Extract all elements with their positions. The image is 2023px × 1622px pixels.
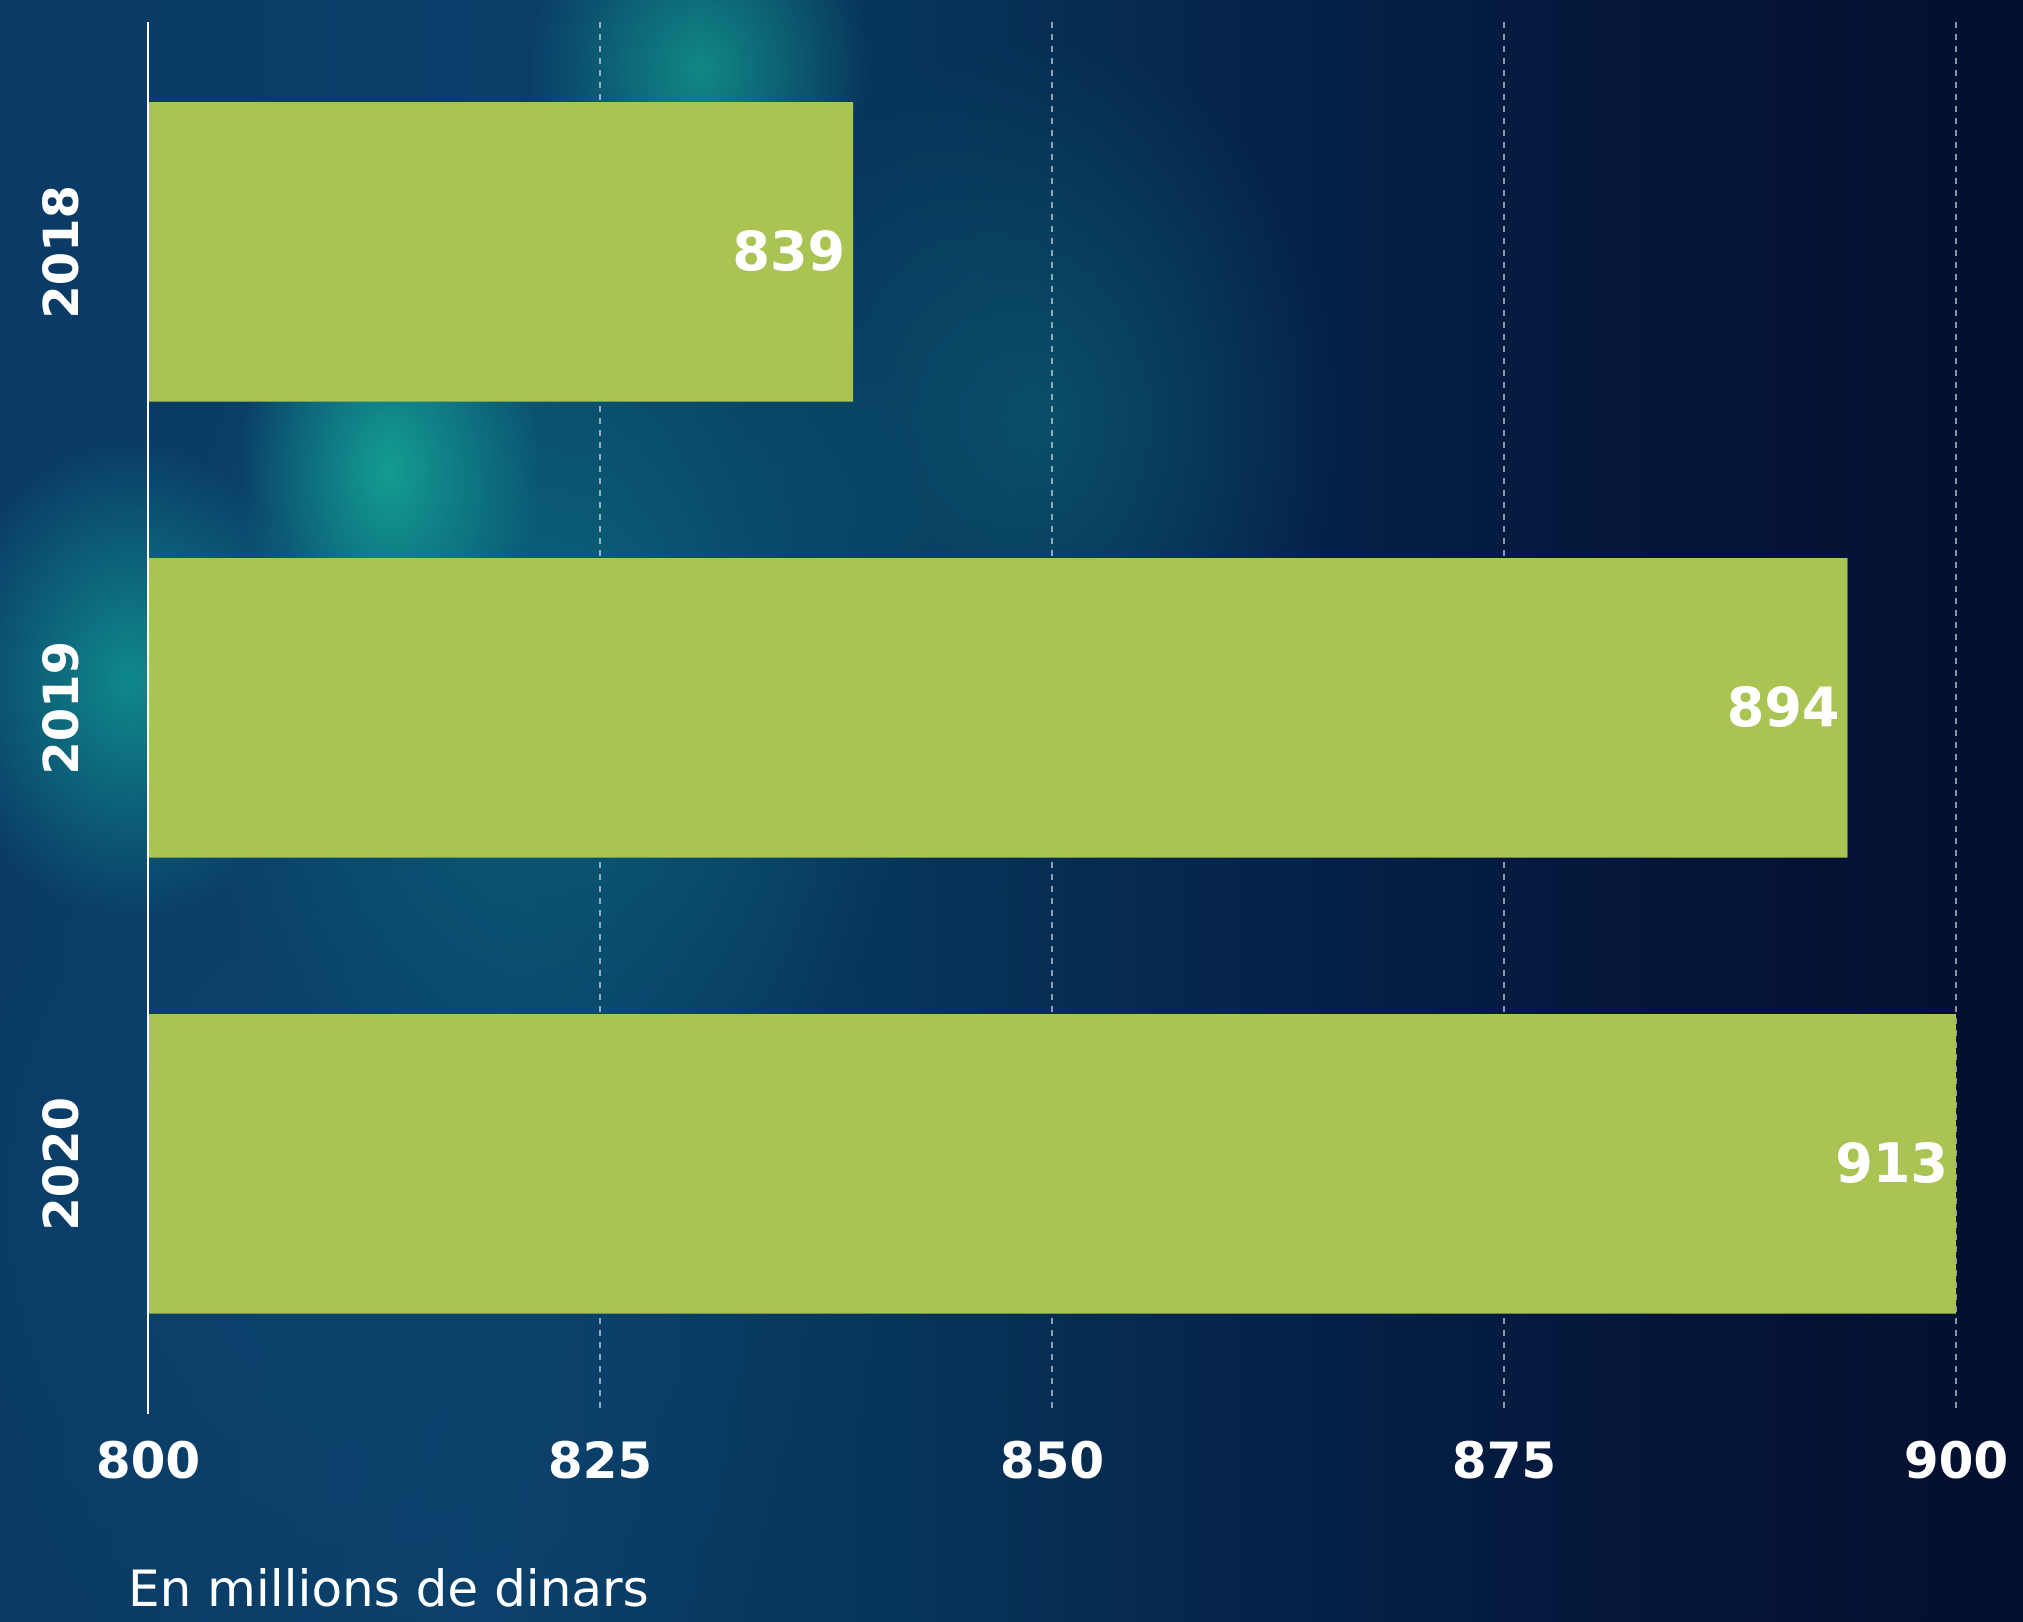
x-tick-label-825: 825 <box>548 1432 652 1490</box>
category-label-2020: 2020 <box>34 1097 90 1231</box>
data-label-2018: 839 <box>732 220 845 283</box>
data-label-2020: 913 <box>1835 1132 1948 1195</box>
bar-2018 <box>148 102 854 402</box>
category-label-2019: 2019 <box>34 641 90 775</box>
x-tick-label-875: 875 <box>1452 1432 1556 1490</box>
x-tick-label-900: 900 <box>1904 1432 2008 1490</box>
bars <box>148 102 1956 1314</box>
bar-2019 <box>148 558 1848 858</box>
x-tick-label-850: 850 <box>1000 1432 1104 1490</box>
x-tick-label-800: 800 <box>96 1432 200 1490</box>
x-axis-title: En millions de dinars <box>128 1560 649 1618</box>
data-label-2019: 894 <box>1727 676 1840 739</box>
bar-2020 <box>148 1014 1956 1314</box>
labels: 800 825 850 875 900 839 2018 894 2019 913 2020 <box>34 185 2008 1490</box>
category-label-2018: 2018 <box>34 185 90 319</box>
